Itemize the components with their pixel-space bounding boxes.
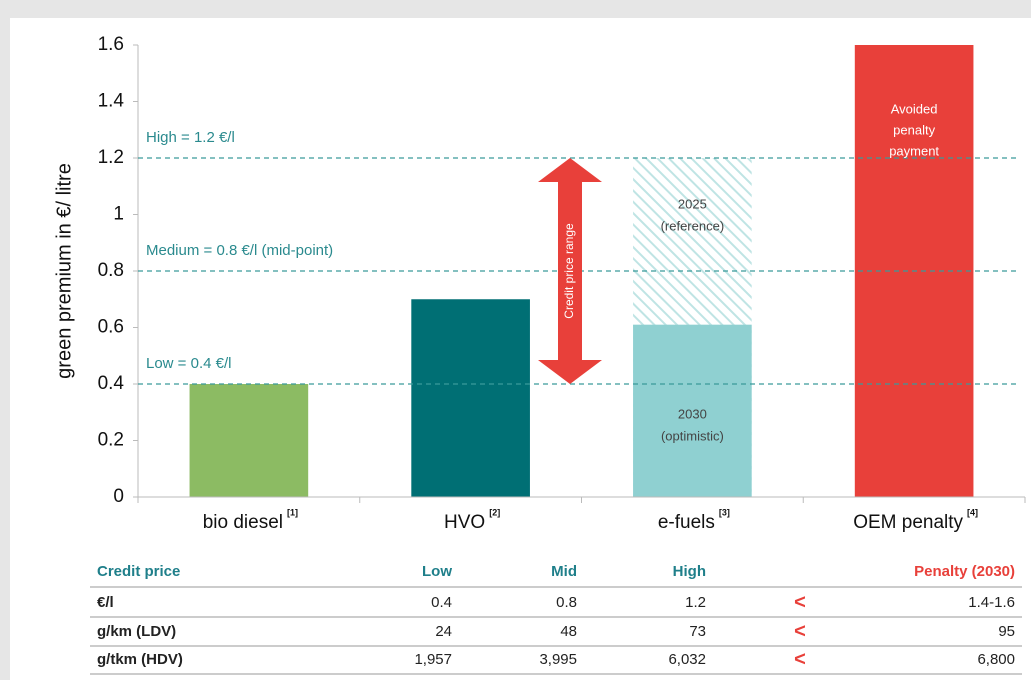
table-header: Low (422, 563, 452, 580)
annotation: 2025 (678, 196, 707, 211)
y-tick-label: 1.6 (98, 34, 124, 55)
category-note: [3] (719, 507, 730, 517)
y-tick-label: 0.2 (98, 430, 124, 451)
bar (411, 299, 530, 497)
annotation: penalty (893, 122, 935, 137)
table-cell: 1.4-1.6 (968, 594, 1015, 611)
x-tick-label: HVO (444, 512, 485, 533)
y-tick-label: 1 (113, 204, 124, 225)
y-tick-label: 0.6 (98, 317, 124, 338)
table-cell: 95 (998, 623, 1015, 640)
table-cell: 1,957 (414, 651, 452, 668)
category-note: [1] (287, 507, 298, 517)
annotation: 2030 (678, 406, 707, 421)
x-tick-label: bio diesel (203, 512, 283, 533)
category-note: [4] (967, 507, 978, 517)
table-cell: 73 (689, 623, 706, 640)
table-cell: < (794, 620, 806, 642)
table-cell: 48 (560, 623, 577, 640)
bar (633, 324, 752, 497)
x-tick-label: OEM penalty (853, 512, 963, 533)
arrow-label: Credit price range (562, 223, 576, 319)
table-header: Mid (551, 563, 577, 580)
table-cell: 24 (435, 623, 452, 640)
annotation: Avoided (891, 101, 938, 116)
table-cell: g/tkm (HDV) (97, 651, 183, 668)
table-cell: 1.2 (685, 594, 706, 611)
table-cell: 0.8 (556, 594, 577, 611)
reference-label: Medium = 0.8 €/l (mid-point) (146, 242, 333, 259)
y-tick-label: 0 (113, 486, 124, 507)
table-cell: < (794, 648, 806, 670)
table-cell: 6,800 (977, 651, 1015, 668)
table-header: Penalty (2030) (914, 563, 1015, 580)
annotation: (reference) (661, 218, 725, 233)
y-tick-label: 1.2 (98, 147, 124, 168)
table-cell: 6,032 (668, 651, 706, 668)
table-header: Credit price (97, 563, 180, 580)
bar (189, 384, 309, 497)
table-cell: €/l (97, 594, 114, 611)
y-axis-label: green premium in €/ litre (53, 163, 75, 379)
table-cell: 0.4 (431, 594, 452, 611)
table-cell: g/km (LDV) (97, 623, 176, 640)
range-arrow (538, 158, 602, 384)
reference-label: Low = 0.4 €/l (146, 355, 231, 372)
table-header: High (673, 563, 706, 580)
y-tick-label: 0.8 (98, 260, 124, 281)
annotation: payment (889, 143, 939, 158)
category-note: [2] (489, 507, 500, 517)
y-tick-label: 1.4 (98, 91, 125, 112)
y-tick-label: 0.4 (98, 373, 125, 394)
reference-label: High = 1.2 €/l (146, 129, 235, 146)
table-cell: 3,995 (539, 651, 577, 668)
table-cell: < (794, 591, 806, 613)
annotation: (optimistic) (661, 428, 724, 443)
x-tick-label: e-fuels (658, 512, 715, 533)
